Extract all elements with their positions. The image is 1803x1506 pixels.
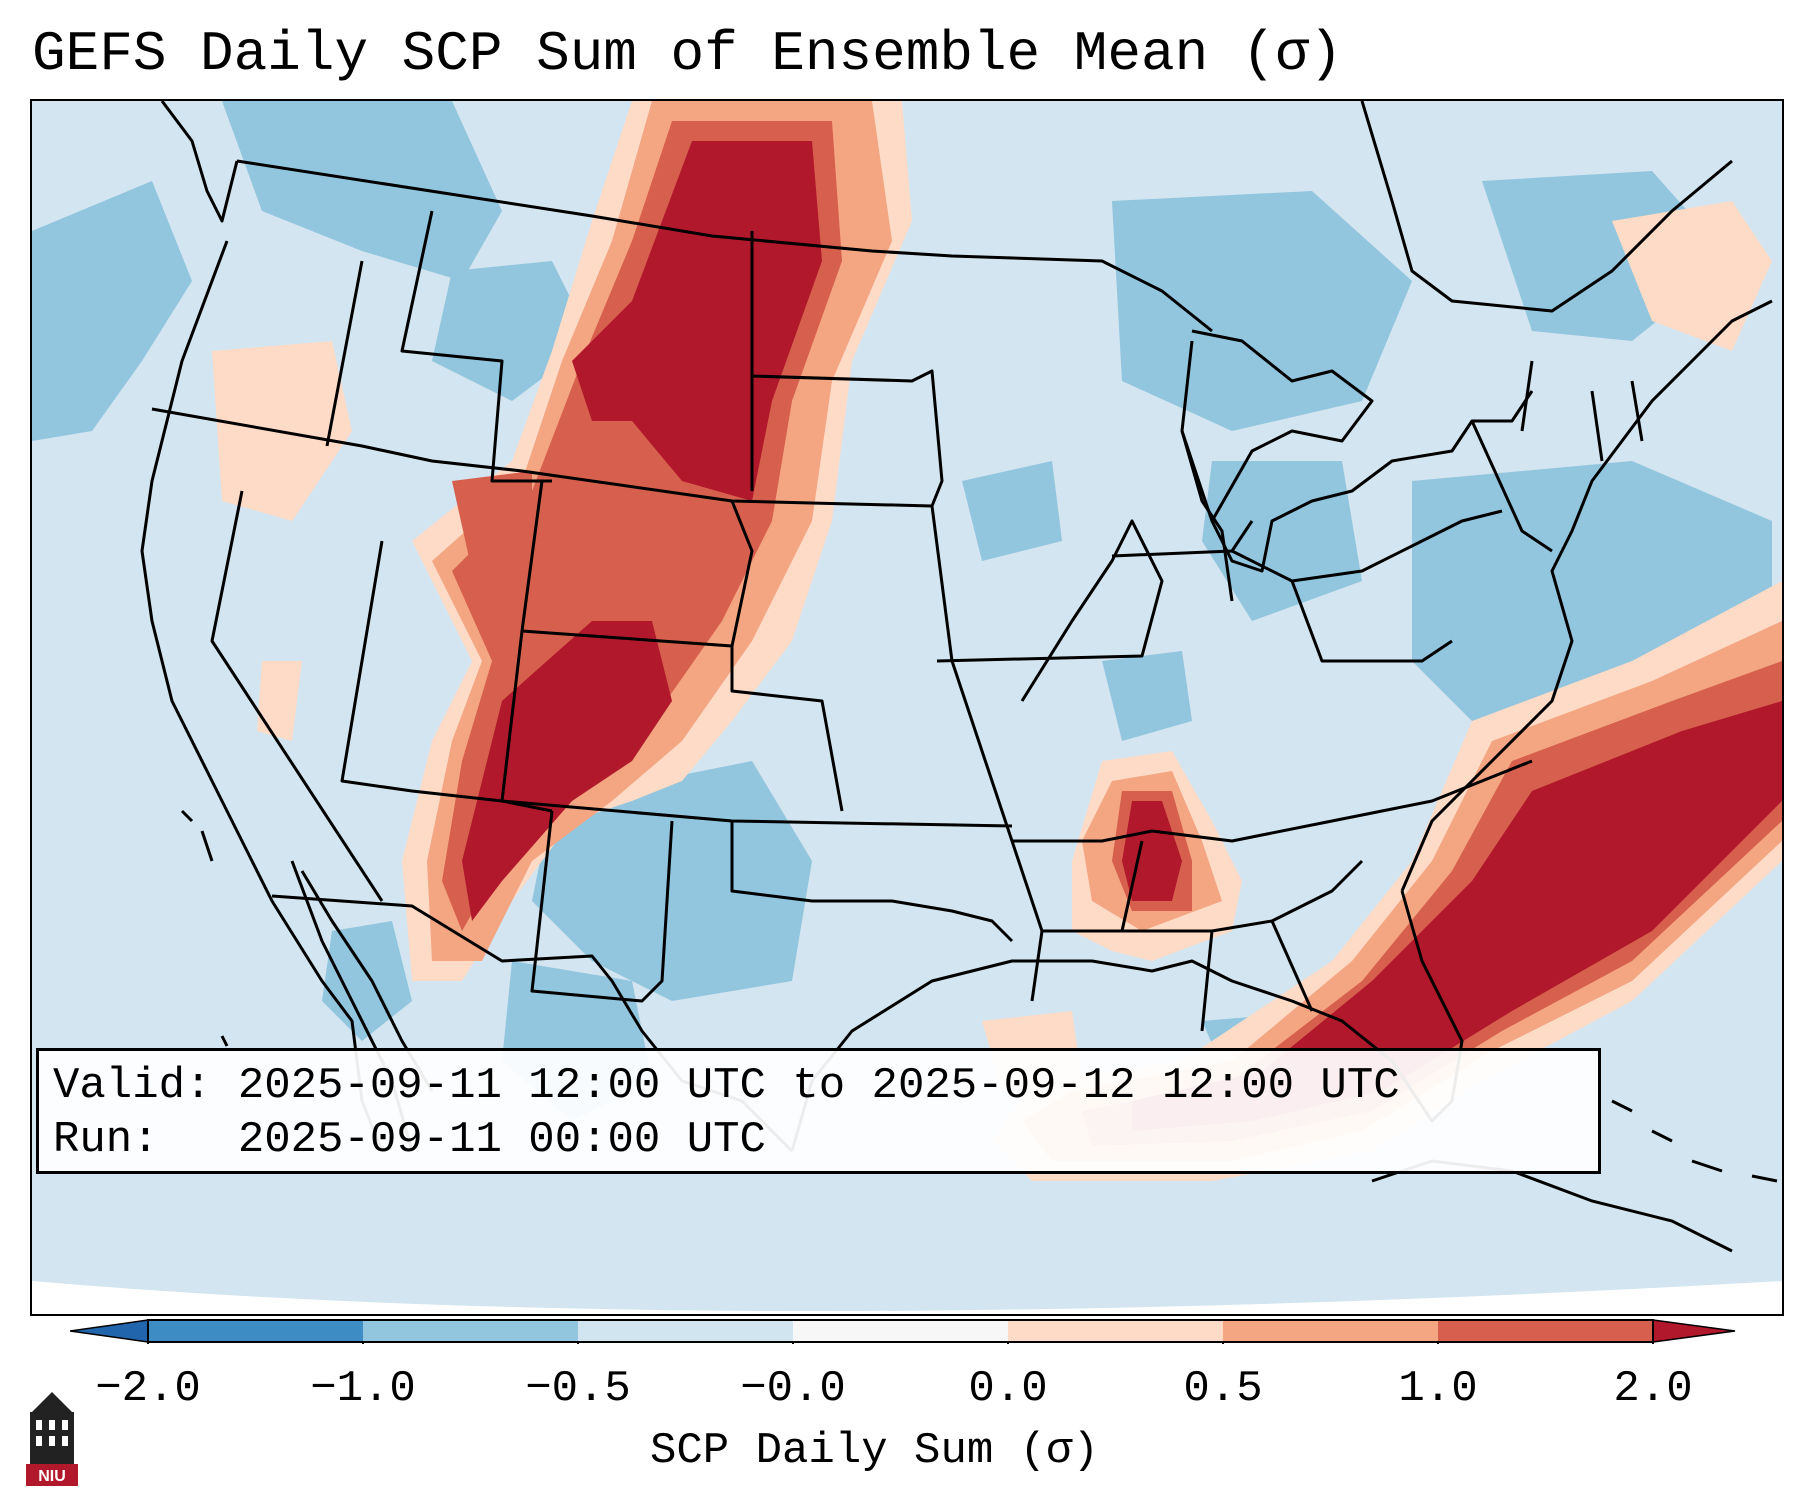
projection-edge xyxy=(32,1281,1782,1314)
colorbar-tick-label: −0.0 xyxy=(740,1364,846,1414)
colorbar-low-extend xyxy=(70,1319,149,1343)
colorbar-bin xyxy=(1438,1320,1653,1342)
colorbar-tick-label: −1.0 xyxy=(310,1364,416,1414)
run-time: 2025-09-11 00:00 UTC xyxy=(237,1115,766,1165)
colorbar-tick-label: −2.0 xyxy=(95,1364,201,1414)
colorbar-bin xyxy=(363,1320,578,1342)
colorbar-outline xyxy=(147,1319,1654,1343)
colorbar xyxy=(70,1319,1736,1344)
political-borders xyxy=(140,101,1773,1153)
validity-info-box: Valid: 2025-09-11 12:00 UTC to 2025-09-1… xyxy=(36,1048,1601,1174)
colorbar-ticks xyxy=(147,1342,1654,1344)
colorbar-label: SCP Daily Sum (σ) xyxy=(650,1426,1099,1476)
logo-text: NIU xyxy=(38,1468,66,1485)
colorbar-bin xyxy=(1223,1320,1438,1342)
colorbar-high-extend xyxy=(1652,1319,1736,1343)
colorbar-tick-label: 2.0 xyxy=(1613,1364,1693,1414)
valid-time: 2025-09-11 12:00 UTC to 2025-09-12 12:00… xyxy=(237,1061,1400,1111)
colorbar-tick-label: 1.0 xyxy=(1398,1364,1478,1414)
negative-anomaly-regions xyxy=(32,101,1772,1121)
colorbar-bins xyxy=(148,1320,1653,1342)
colorbar-bin xyxy=(148,1320,363,1342)
map-title: GEFS Daily SCP Sum of Ensemble Mean (σ) xyxy=(32,22,1343,86)
run-label: Run: xyxy=(53,1115,159,1165)
valid-label: Valid: xyxy=(53,1061,212,1111)
university-tower-icon: NIU xyxy=(26,1392,78,1486)
colorbar-bin xyxy=(793,1320,1008,1342)
colorbar-bin xyxy=(1008,1320,1223,1342)
colorbar-tick-label: −0.5 xyxy=(525,1364,631,1414)
colorbar-tick-label: 0.0 xyxy=(968,1364,1048,1414)
colorbar-bin xyxy=(578,1320,793,1342)
colorbar-tick-label: 0.5 xyxy=(1183,1364,1263,1414)
